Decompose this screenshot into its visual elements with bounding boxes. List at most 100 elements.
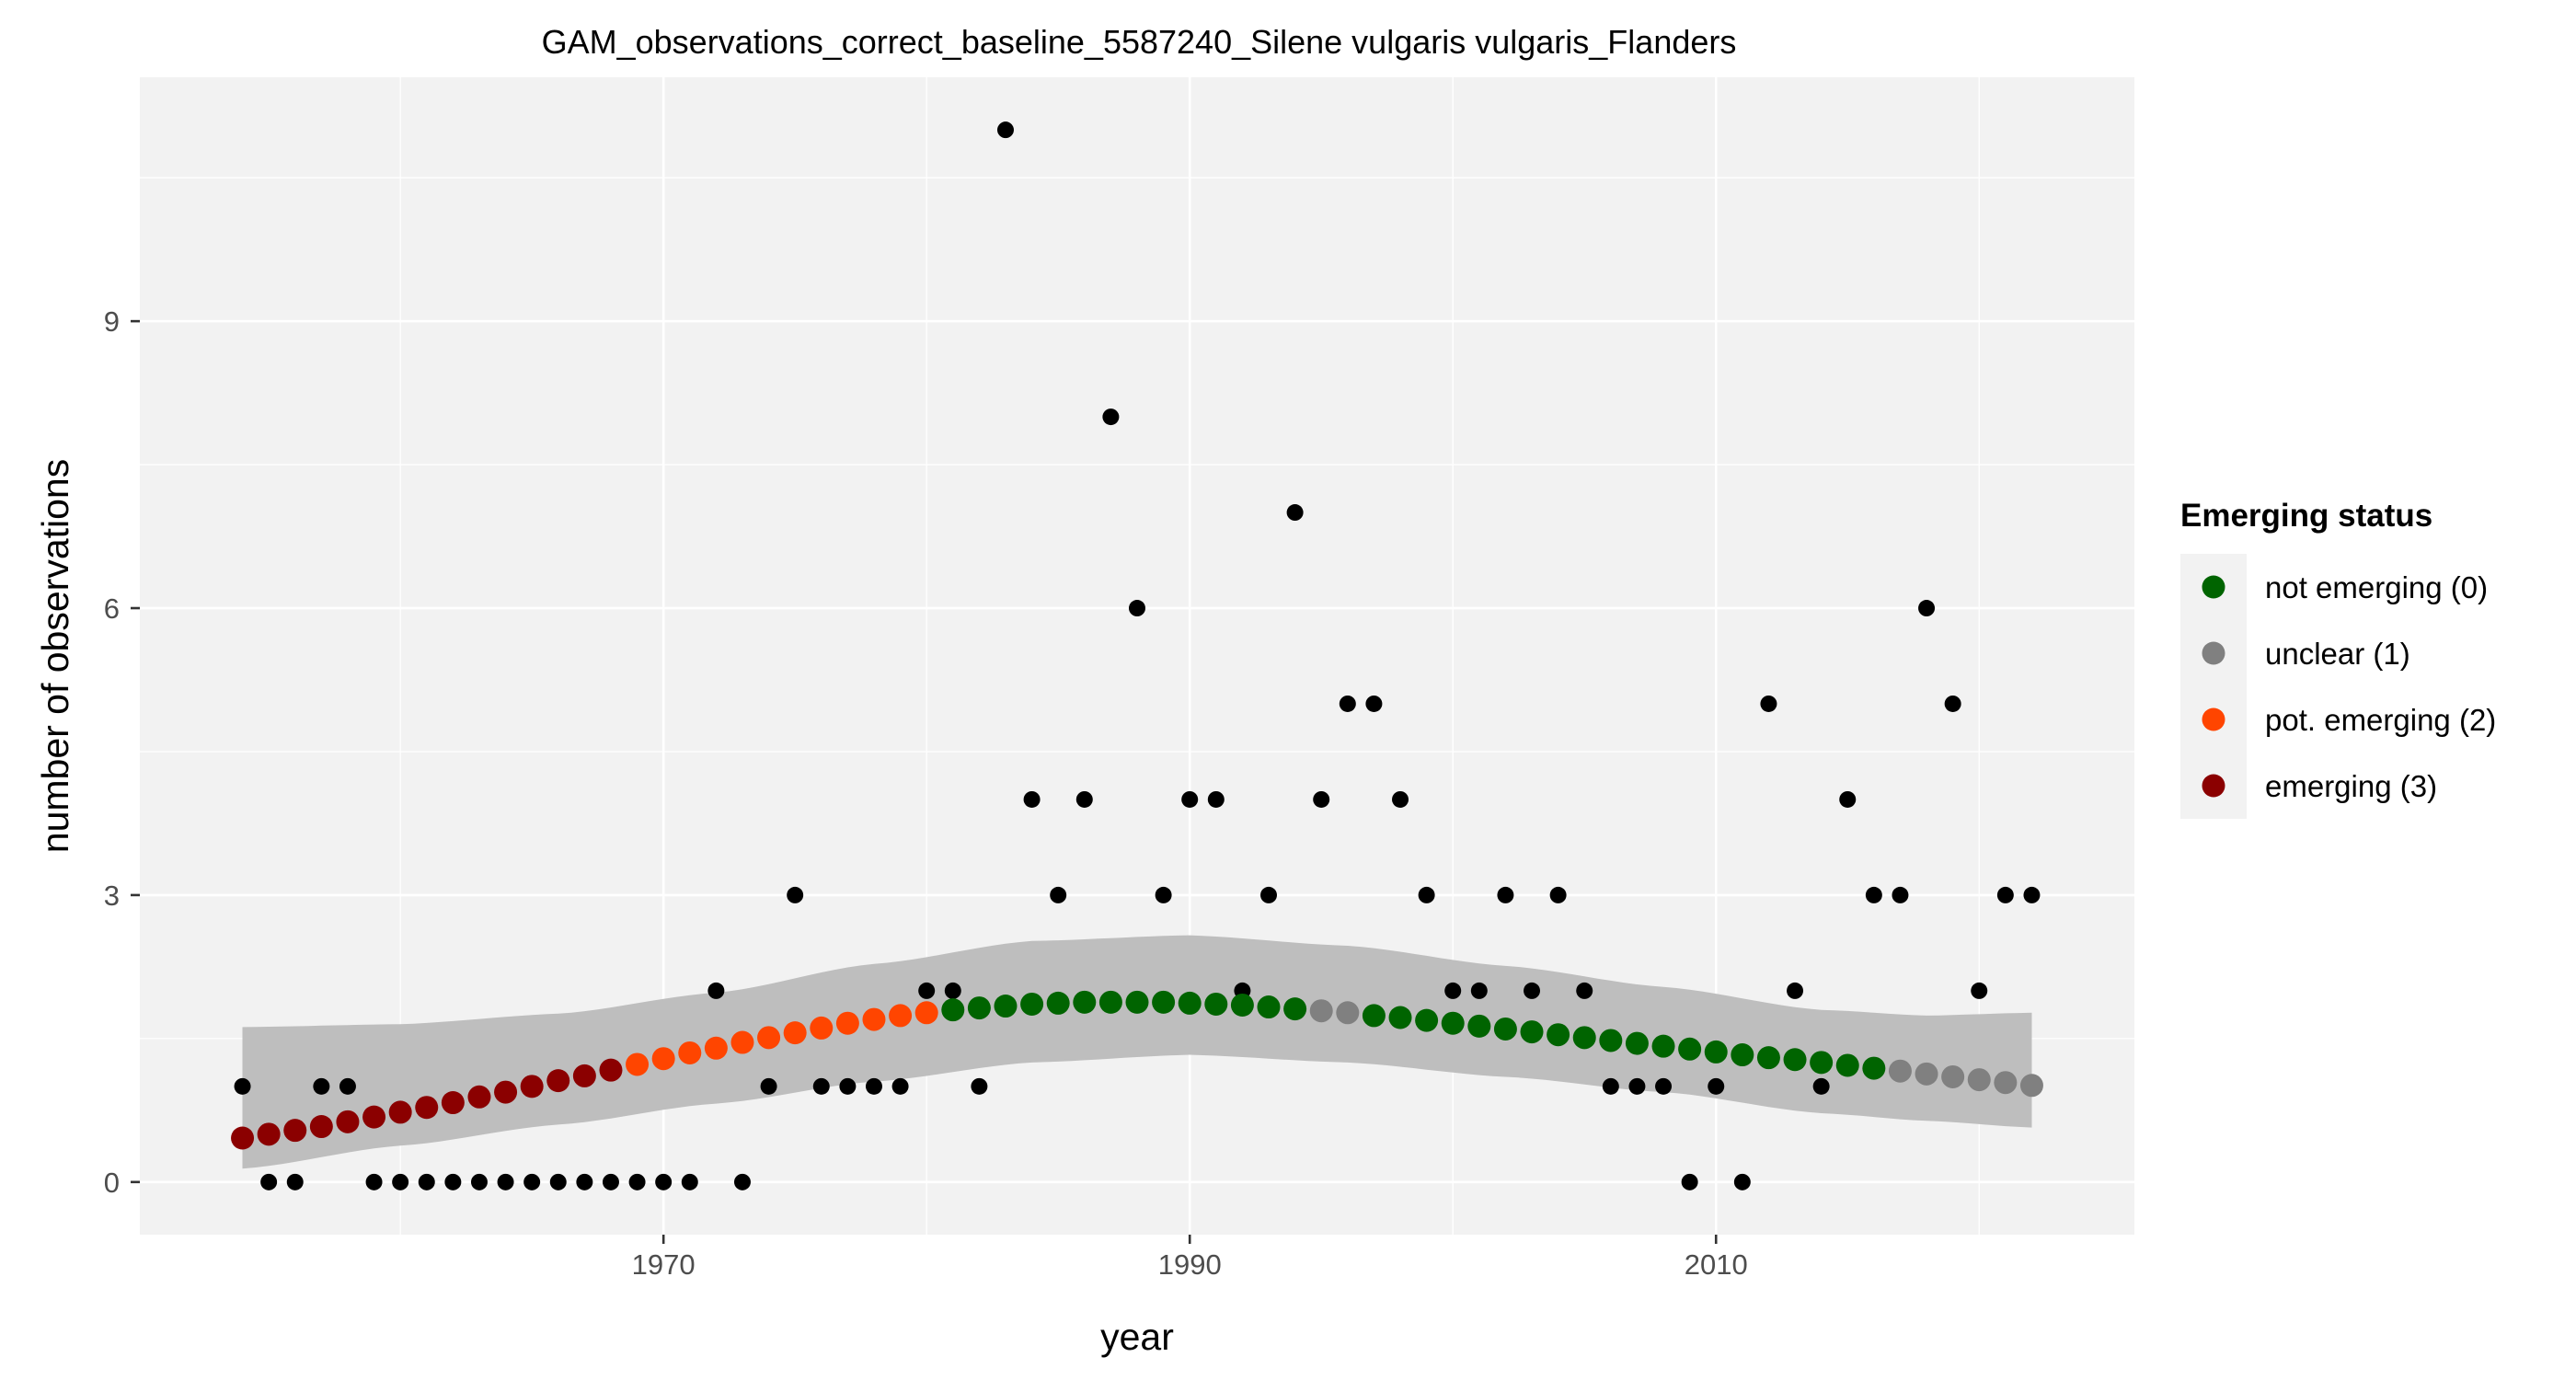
legend-key: [2202, 641, 2225, 665]
gam-fit-point: [1309, 999, 1333, 1023]
observation-point: [1655, 1077, 1673, 1095]
observation-point: [655, 1173, 673, 1190]
observation-point: [1155, 886, 1172, 903]
gam-fit-point: [1020, 992, 1044, 1016]
observation-point: [339, 1077, 356, 1095]
observation-point: [628, 1173, 646, 1190]
observation-point: [1050, 886, 1067, 903]
y-tick-label: 3: [104, 880, 120, 912]
gam-fit-point: [362, 1105, 386, 1129]
gam-fit-point: [757, 1026, 781, 1050]
observation-point: [1918, 600, 1936, 617]
gam-fit-points: [231, 990, 2043, 1150]
gam-fit-point: [1888, 1059, 1912, 1083]
gam-fit-point: [1547, 1023, 1570, 1047]
observation-point: [996, 121, 1014, 139]
gam-fit-point: [309, 1115, 333, 1139]
gam-fit-point: [1994, 1071, 2018, 1095]
gam-fit-point: [467, 1085, 491, 1109]
gam-fit-point: [415, 1096, 439, 1120]
legend-label: emerging (3): [2265, 769, 2437, 803]
gam-fit-point: [1152, 990, 1176, 1014]
gam-fit-point: [994, 995, 1018, 1018]
gam-fit-point: [546, 1069, 570, 1093]
gam-fit-point: [1520, 1020, 1544, 1044]
gam-fit-point: [572, 1064, 596, 1087]
gam-fit-point: [1731, 1043, 1754, 1067]
gam-fit-point: [651, 1047, 675, 1071]
observation-point: [918, 982, 936, 999]
observation-point: [1839, 790, 1857, 808]
observation-point: [549, 1173, 567, 1190]
observation-point: [365, 1173, 383, 1190]
y-tick-label: 9: [104, 305, 120, 338]
observation-point: [1392, 790, 1409, 808]
observation-point: [1708, 1077, 1725, 1095]
x-tick-label: 1990: [1158, 1248, 1222, 1281]
observation-point: [1418, 886, 1435, 903]
gam-fit-point: [967, 996, 991, 1020]
observation-point: [1996, 886, 2014, 903]
observation-point: [1733, 1173, 1751, 1190]
gam-fit-point: [810, 1016, 834, 1040]
gam-fit-point: [1388, 1006, 1412, 1029]
observation-point: [576, 1173, 593, 1190]
observation-point: [418, 1173, 435, 1190]
gam-fit-point: [862, 1007, 886, 1031]
gam-fit-point: [1810, 1051, 1834, 1075]
gam-fit-point: [520, 1075, 544, 1098]
observation-point: [234, 1077, 251, 1095]
observation-point: [1576, 982, 1593, 999]
legend-label: not emerging (0): [2265, 570, 2488, 604]
gam-fit-point: [941, 998, 965, 1022]
observation-point: [1313, 790, 1330, 808]
gam-fit-point: [1599, 1029, 1623, 1052]
gam-fit-point: [1625, 1031, 1649, 1055]
legend-title: Emerging status: [2180, 498, 2432, 534]
gam-fit-point: [1572, 1026, 1596, 1050]
gam-fit-point: [914, 1001, 938, 1025]
x-axis-ticks: 1970 1990 2010: [632, 1235, 1748, 1281]
gam-fit-point: [704, 1036, 728, 1060]
observation-point: [1760, 695, 1777, 712]
observation-point: [1892, 886, 1909, 903]
observation-point: [1812, 1077, 1830, 1095]
gam-fit-point: [1651, 1034, 1675, 1058]
legend-label: unclear (1): [2265, 637, 2410, 671]
gam-fit-point: [1493, 1017, 1517, 1041]
gam-fit-point: [1467, 1014, 1491, 1038]
observation-point: [1339, 695, 1356, 712]
observation-point: [1628, 1077, 1646, 1095]
observation-point: [1023, 790, 1041, 808]
observation-point: [1549, 886, 1567, 903]
observation-point: [313, 1077, 330, 1095]
y-axis-title: number of observations: [34, 459, 76, 853]
observation-point: [944, 982, 961, 999]
gam-fit-point: [1178, 991, 1202, 1015]
gam-fit-point: [283, 1119, 307, 1143]
gam-fit-point: [1678, 1037, 1702, 1061]
y-tick-label: 6: [104, 592, 120, 625]
gam-fit-point: [2019, 1074, 2043, 1098]
gam-fit-point: [1704, 1040, 1728, 1064]
gam-fit-point: [1915, 1062, 1938, 1086]
gam-fit-point: [1362, 1004, 1386, 1028]
observation-point: [1497, 886, 1514, 903]
gam-fit-point: [1967, 1068, 1991, 1092]
gam-fit-point: [1835, 1053, 1859, 1077]
observation-point: [1444, 982, 1462, 999]
gam-fit-point: [1073, 990, 1097, 1014]
legend-key: [2202, 774, 2225, 798]
gam-fit-point: [1257, 995, 1281, 1019]
gam-fit-point: [1862, 1056, 1886, 1080]
observation-point: [497, 1173, 514, 1190]
legend: Emerging status not emerging (0) unclear …: [2180, 498, 2496, 819]
observation-point: [760, 1077, 777, 1095]
gam-fit-point: [441, 1091, 465, 1115]
gam-fit-point: [1941, 1064, 1965, 1088]
gam-fit-point: [1204, 992, 1228, 1016]
gam-fit-point: [388, 1100, 412, 1124]
observation-point: [523, 1173, 541, 1190]
gam-fit-point: [494, 1080, 518, 1104]
observation-point: [2023, 886, 2041, 903]
